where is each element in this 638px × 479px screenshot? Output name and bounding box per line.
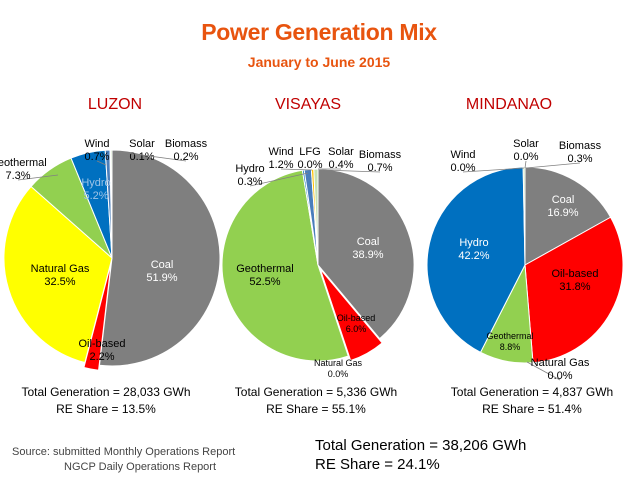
visayas-label-wind: Wind 1.2% <box>268 146 293 171</box>
mindanao-leader-natural-gas <box>526 361 561 381</box>
visayas-label-natural-gas: Natural Gas 0.0% <box>314 358 363 379</box>
luzon-label-geothermal: Geothermal7.3% <box>0 157 47 182</box>
mindanao-leader-biomass <box>525 162 581 169</box>
visayas-slice-oil-based <box>319 269 383 362</box>
luzon-label-biomass: Biomass 0.2% <box>165 138 208 163</box>
visayas-pie: Coal 38.9% Oil-based 6.0% Natural Gas 0.0% Geo… <box>221 146 415 379</box>
luzon-label-wind: Wind 0.7% <box>84 138 109 163</box>
visayas-totals: Total Generation = 5,336 GWh RE Share = … <box>216 384 416 418</box>
mindanao-label-wind: Wind 0.0% <box>450 149 475 174</box>
mindanao-total-generation: Total Generation = 4,837 GWh <box>450 385 614 399</box>
source-line-2: NGCP Daily Operations Report <box>64 461 217 473</box>
luzon-slice-oil-based <box>83 262 112 371</box>
visayas-label-lfg: LFG 0.0% <box>297 146 322 171</box>
visayas-label-coal: Coal 38.9% <box>352 236 383 261</box>
mindanao-label-geothermal: Geothermal 8.8% <box>486 331 533 352</box>
mindanao-label-biomass: Biomass 0.3% <box>559 140 602 165</box>
luzon-totals: Total Generation = 28,033 GWh RE Share =… <box>6 384 206 418</box>
luzon-label-hydro: Hydro 5.2% <box>81 177 110 202</box>
visayas-slice-geothermal <box>221 169 349 362</box>
visayas-total-generation: Total Generation = 5,336 GWh <box>234 385 398 399</box>
visayas-slice-coal <box>317 168 415 340</box>
mindanao-label-hydro: Hydro 42.2% <box>458 237 489 262</box>
mindanao-label-natural-gas: Natural Gas 0.0% <box>531 357 590 382</box>
mindanao-leader-solar <box>524 160 527 169</box>
luzon-total-generation: Total Generation = 28,033 GWh <box>21 385 191 399</box>
source-line-1: Source: submitted Monthly Operations Rep… <box>12 446 236 458</box>
page-subtitle: January to June 2015 <box>247 54 391 70</box>
grand-total-generation: Total Generation = 38,206 GWh <box>315 437 527 454</box>
luzon-label-coal: Coal 51.9% <box>146 259 177 284</box>
grand-re-share: RE Share = 24.1% <box>315 456 440 473</box>
luzon-leader-wind <box>96 160 107 166</box>
visayas-label-solar: Solar 0.4% <box>328 146 354 171</box>
visayas-leader-hydro <box>249 172 309 187</box>
luzon-slice-biomass <box>110 149 113 259</box>
visayas-leader-wind <box>280 168 313 171</box>
region-title-visayas: VISAYAS <box>274 96 342 113</box>
visayas-label-geothermal: Geothermal 52.5% <box>236 263 293 288</box>
mindanao-slice-hydro <box>426 166 526 353</box>
luzon-label-solar: Solar 0.1% <box>129 138 155 163</box>
mindanao-re-share: RE Share = 51.4% <box>482 402 582 416</box>
region-title-mindanao: MINDANAO <box>465 96 553 113</box>
source-note: Source: submitted Monthly Operations Rep… <box>12 445 235 475</box>
mindanao-slice-oil-based <box>524 216 624 364</box>
visayas-label-oil-based: Oil-based 6.0% <box>337 313 376 334</box>
luzon-label-natural-gas: Natural Gas 32.5% <box>31 263 90 288</box>
luzon-leader-biomass <box>119 151 187 162</box>
visayas-slice-biomass <box>313 168 319 266</box>
visayas-label-biomass: Biomass 0.7% <box>359 149 402 174</box>
mindanao-label-solar: Solar 0.0% <box>513 138 539 163</box>
luzon-slice-natural-gas <box>3 185 113 364</box>
luzon-leader-geothermal <box>17 174 59 181</box>
mindanao-leader-wind <box>462 167 525 173</box>
visayas-leader-biomass <box>321 169 381 173</box>
visayas-label-hydro: Hydro 0.3% <box>235 163 264 188</box>
page-title: Power Generation Mix <box>201 19 437 45</box>
mindanao-pie: Coal 16.9% Oil-based 31.8% Natural Gas 0.0% Ge… <box>426 138 624 382</box>
mindanao-totals: Total Generation = 4,837 GWh RE Share = … <box>432 384 632 418</box>
mindanao-label-coal: Coal 16.9% <box>547 194 578 219</box>
luzon-leader-solar <box>117 151 143 162</box>
luzon-slice-coal <box>98 149 221 367</box>
luzon-label-oil-based: Oil-based 2.2% <box>78 338 125 363</box>
grand-totals: Total Generation = 38,206 GWh RE Share =… <box>315 436 526 474</box>
region-title-luzon: LUZON <box>87 96 143 113</box>
luzon-re-share: RE Share = 13.5% <box>56 402 156 416</box>
visayas-re-share: RE Share = 55.1% <box>266 402 366 416</box>
mindanao-label-oil-based: Oil-based 31.8% <box>551 268 598 293</box>
